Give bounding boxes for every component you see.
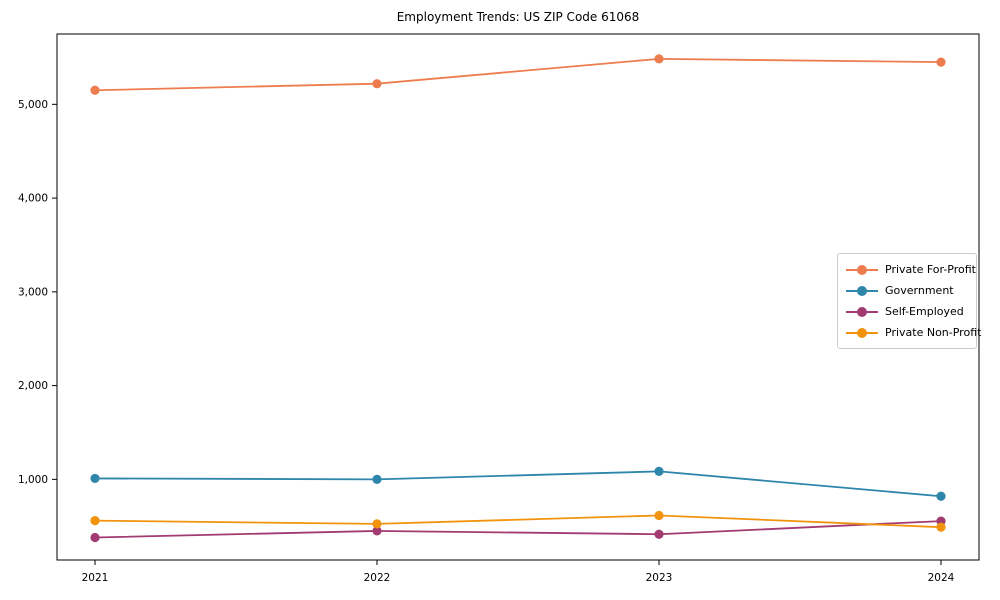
series-marker-government xyxy=(90,473,100,484)
plot-area-frame xyxy=(56,33,980,561)
legend-marker-dot xyxy=(857,264,867,275)
series-line-government xyxy=(94,470,942,498)
legend-line-marker-icon xyxy=(846,264,878,276)
legend-marker-dot xyxy=(857,306,867,317)
series-marker-private-for-profit xyxy=(654,54,664,64)
legend-entry-self-employed: Self-Employed xyxy=(846,301,970,322)
chart-title: Employment Trends: US ZIP Code 61068 xyxy=(396,10,640,24)
series-marker-private-non-profit xyxy=(372,519,382,529)
series-marker-government xyxy=(372,474,382,484)
x-tick-label: 2021 xyxy=(82,572,109,584)
legend-marker-dot xyxy=(857,327,867,338)
legend-line-marker-icon xyxy=(846,327,878,339)
series-marker-private-non-profit xyxy=(936,522,946,532)
x-tick-label: 2022 xyxy=(364,572,391,584)
legend-entry-government: Government xyxy=(846,280,970,301)
x-tick-label: 2024 xyxy=(928,572,955,584)
y-tick-label: 5,000 xyxy=(18,99,48,111)
series-marker-private-for-profit xyxy=(936,57,946,67)
series-marker-government xyxy=(936,491,946,501)
series-marker-self-employed xyxy=(654,529,664,539)
y-tick-label: 1,000 xyxy=(18,474,48,486)
series-line-private-non-profit xyxy=(94,514,942,529)
series-marker-private-non-profit xyxy=(654,510,664,521)
series-marker-self-employed xyxy=(90,532,100,543)
y-tick-label: 2,000 xyxy=(18,380,48,392)
legend-marker-dot xyxy=(857,285,867,296)
series-marker-private-for-profit xyxy=(372,79,382,89)
y-tick-label: 3,000 xyxy=(18,286,48,298)
legend-label: Self-Employed xyxy=(885,305,964,318)
y-tick-label: 4,000 xyxy=(18,193,48,205)
series-marker-private-non-profit xyxy=(90,516,100,526)
legend-entry-private-non-profit: Private Non-Profit xyxy=(846,322,981,343)
legend-line-marker-icon xyxy=(846,285,878,297)
series-marker-government xyxy=(654,466,664,476)
legend: Private For-Profit Government Self-Employe… xyxy=(837,253,981,349)
x-tick-label: 2023 xyxy=(646,572,673,584)
legend-label: Government xyxy=(885,284,954,297)
legend-line-marker-icon xyxy=(846,306,878,318)
legend-label: Private For-Profit xyxy=(885,263,976,276)
series-line-self-employed xyxy=(94,520,942,539)
series-line-private-for-profit xyxy=(94,57,942,92)
legend-label: Private Non-Profit xyxy=(885,326,982,339)
legend-entry-private-for-profit: Private For-Profit xyxy=(846,259,976,280)
series-marker-private-for-profit xyxy=(90,85,100,95)
series-marker-self-employed xyxy=(372,526,382,536)
